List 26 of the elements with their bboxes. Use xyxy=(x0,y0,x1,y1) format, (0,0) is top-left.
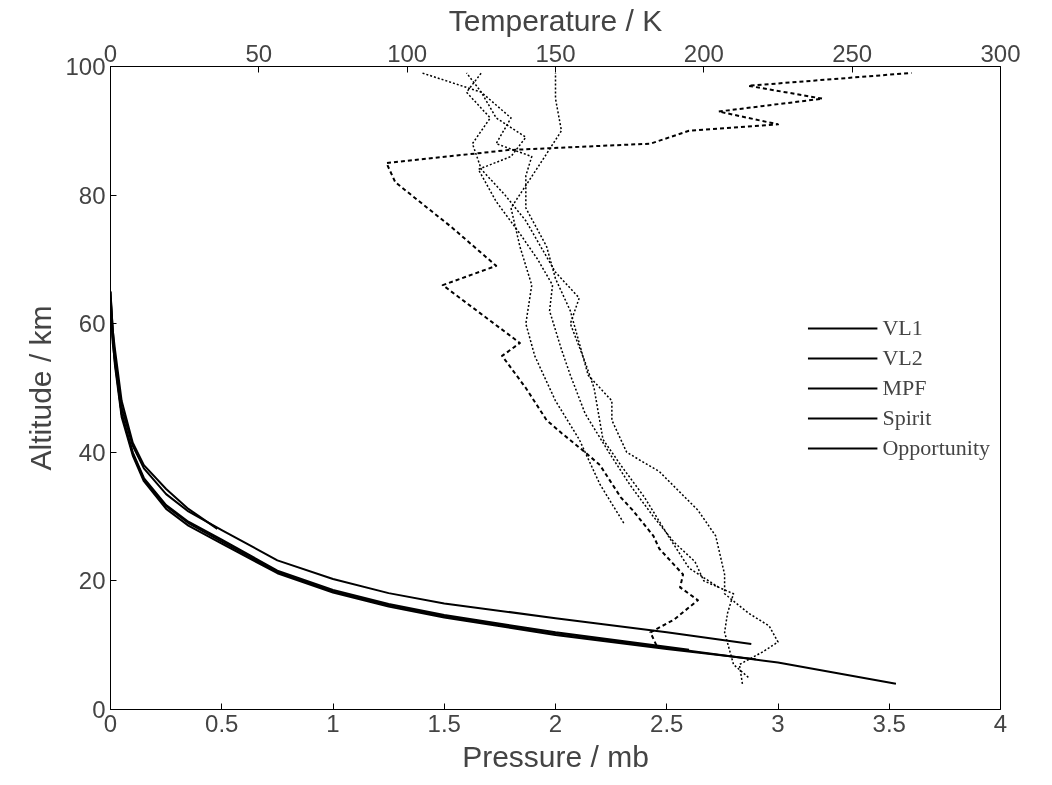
x2-tick-label: 250 xyxy=(832,39,873,67)
x-tick-label: 0.5 xyxy=(205,709,239,737)
x-tick-label: 1 xyxy=(326,709,340,737)
x2-tick-label: 200 xyxy=(683,39,724,67)
x2-tick-label: 150 xyxy=(535,39,576,67)
legend-label: VL2 xyxy=(882,344,923,371)
x2-tick-label: 100 xyxy=(387,39,428,67)
x-axis-title: Pressure / mb xyxy=(462,739,649,773)
x2-tick-label: 50 xyxy=(245,39,273,67)
x-tick-label: 4 xyxy=(993,709,1008,737)
x2-axis-title: Temperature / K xyxy=(448,3,663,37)
y-tick-label: 40 xyxy=(78,438,106,466)
x-tick-label: 3 xyxy=(771,709,785,737)
y-tick-label: 80 xyxy=(78,181,106,209)
x-tick-label: 2.5 xyxy=(650,709,684,737)
legend-label: MPF xyxy=(882,374,927,401)
legend-label: VL1 xyxy=(882,314,923,341)
x-tick-label: 1.5 xyxy=(427,709,461,737)
legend-label: Spirit xyxy=(882,404,932,431)
legend-label: Opportunity xyxy=(882,434,990,461)
x2-tick-label: 300 xyxy=(980,39,1021,67)
y-tick-label: 60 xyxy=(78,310,106,338)
y-tick-label: 20 xyxy=(78,567,106,595)
y-axis-title: Altitude / km xyxy=(24,305,58,471)
x-tick-label: 2 xyxy=(548,709,563,737)
x-tick-label: 3.5 xyxy=(872,709,906,737)
